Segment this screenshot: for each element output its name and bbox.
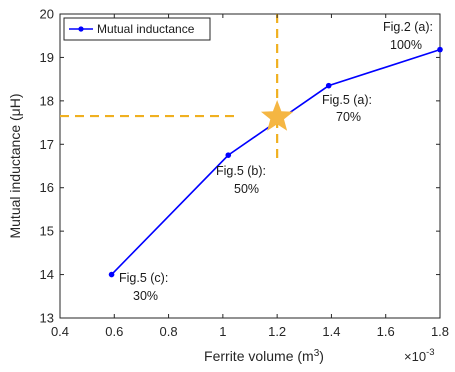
axis-ticks bbox=[59, 13, 441, 319]
legend: Mutual inductance bbox=[63, 17, 211, 41]
x-tick-label: 0.4 bbox=[51, 324, 69, 339]
data-point bbox=[437, 46, 443, 53]
annotation-fig5a-value: 70% bbox=[336, 110, 361, 124]
x-axis-label-main: Ferrite volume (m bbox=[204, 348, 314, 364]
x-axis-label-superscript: 3 bbox=[314, 348, 320, 359]
x-axis-label: Ferrite volume (m3) bbox=[204, 348, 324, 364]
y-tick-label: 17 bbox=[40, 137, 54, 152]
x-tick-label: 1.6 bbox=[377, 324, 395, 339]
x-tick-label: 1.4 bbox=[322, 324, 340, 339]
annotation-fig5a-label: Fig.5 (a): bbox=[322, 93, 372, 107]
y-tick-label: 16 bbox=[40, 180, 54, 195]
data-point bbox=[108, 271, 115, 278]
x-tick-label: 1.8 bbox=[431, 324, 449, 339]
legend-marker-sample bbox=[78, 26, 84, 32]
x-axis-multiplier-exponent: -3 bbox=[426, 347, 434, 358]
star-marker bbox=[260, 100, 294, 131]
plot-frame bbox=[59, 13, 441, 319]
data-point bbox=[325, 82, 332, 89]
x-axis-multiplier: ×10-3 bbox=[404, 347, 435, 364]
x-axis-multiplier-base: ×10 bbox=[404, 349, 426, 364]
data-point bbox=[225, 152, 232, 158]
annotation-fig5b-value: 50% bbox=[234, 182, 259, 196]
annotation-fig2a-label: Fig.2 (a): bbox=[383, 20, 433, 34]
axis-tick-labels: 0.4 0.6 0.8 1 1.2 1.4 1.6 1.8 13 14 15 16 17 18 19 20 bbox=[40, 7, 450, 340]
annotation-fig2a-value: 100% bbox=[390, 38, 422, 52]
y-tick-label: 15 bbox=[40, 224, 54, 239]
legend-entry-mutual-inductance: Mutual inductance bbox=[97, 22, 195, 36]
y-tick-label: 18 bbox=[40, 93, 54, 108]
x-tick-label: 1 bbox=[219, 324, 226, 339]
x-axis-label-tail: ) bbox=[319, 348, 324, 364]
legend-box bbox=[63, 17, 211, 41]
x-tick-label: 0.6 bbox=[105, 324, 123, 339]
annotation-fig5c-value: 30% bbox=[133, 289, 158, 303]
y-tick-label: 19 bbox=[40, 50, 54, 65]
y-tick-label: 14 bbox=[40, 267, 54, 282]
y-axis-label: Mutual inductance (μH) bbox=[7, 93, 23, 238]
x-tick-label: 1.2 bbox=[268, 324, 286, 339]
annotation-fig5c-label: Fig.5 (c): bbox=[119, 271, 168, 285]
y-tick-label: 13 bbox=[40, 311, 54, 326]
series-points bbox=[108, 46, 443, 278]
x-tick-label: 0.8 bbox=[160, 324, 178, 339]
annotations: Fig.5 (c): 30% Fig.5 (b): 50% Fig.5 (a):… bbox=[119, 20, 433, 303]
y-tick-label: 20 bbox=[40, 7, 54, 22]
series-line-mutual-inductance bbox=[110, 48, 441, 276]
annotation-fig5b-label: Fig.5 (b): bbox=[216, 164, 266, 178]
